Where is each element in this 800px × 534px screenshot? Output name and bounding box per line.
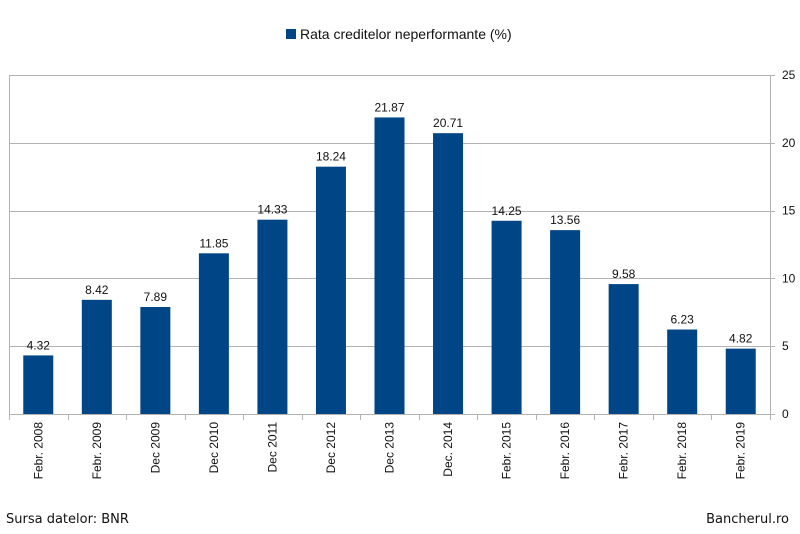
x-tick-label: Febr. 2008 [31, 422, 45, 480]
x-tick-label: Febr. 2009 [90, 422, 104, 480]
brand-label: Bancherul.ro [706, 512, 789, 527]
data-label: 9.58 [612, 267, 636, 281]
x-tick-label: Febr. 2019 [734, 422, 748, 480]
data-label: 14.25 [492, 204, 522, 218]
bar [81, 299, 112, 414]
data-label: 20.71 [433, 116, 463, 130]
data-label: 18.24 [316, 150, 346, 164]
y-tick-label: 25 [782, 68, 796, 82]
bars [23, 117, 756, 414]
bar [667, 329, 698, 414]
bar [491, 220, 522, 414]
y-axis: 0 5 10 15 20 25 [770, 68, 796, 421]
bar [140, 307, 171, 414]
data-label: 11.85 [199, 236, 228, 250]
y-tick-label: 20 [782, 136, 796, 150]
x-tick-label: Febr. 2017 [617, 422, 631, 480]
data-label: 21.87 [374, 100, 404, 114]
bar [257, 219, 288, 414]
y-tick-label: 5 [782, 339, 789, 353]
legend-swatch [286, 29, 296, 39]
x-tick-label: Dec. 2014 [441, 422, 455, 477]
bar [608, 284, 639, 414]
bar [198, 253, 229, 414]
bar [23, 355, 54, 414]
x-tick-label: Dec 2009 [148, 422, 162, 474]
bar [374, 117, 405, 414]
bar [725, 348, 756, 414]
data-label: 4.82 [729, 332, 753, 346]
data-label: 7.89 [144, 290, 168, 304]
x-tick-label: Dec 2012 [324, 422, 338, 474]
x-tick-label: Febr. 2018 [675, 422, 689, 480]
data-label: 8.42 [85, 283, 109, 297]
x-tick-label: Febr. 2015 [500, 422, 514, 480]
legend: Rata creditelor neperformante (%) [286, 26, 512, 42]
data-label: 6.23 [671, 313, 695, 327]
data-label: 14.33 [257, 203, 287, 217]
x-axis: Febr. 2008 Febr. 2009 Dec 2009 Dec 2010 Dec … [31, 422, 747, 480]
data-label: 13.56 [550, 213, 580, 227]
y-tick-label: 10 [782, 271, 796, 285]
y-tick-label: 0 [782, 407, 789, 421]
data-labels: 4.32 8.42 7.89 11.85 14.33 18.24 21.87 20.71 14.… [27, 100, 753, 352]
data-label: 4.32 [27, 338, 51, 352]
x-tick-label: Dec 2010 [207, 422, 221, 474]
x-tick-label: Febr. 2016 [558, 422, 572, 480]
source-note: Sursa datelor: BNR [6, 512, 129, 527]
y-tick-label: 15 [782, 204, 796, 218]
bar [550, 230, 581, 414]
bar [433, 133, 464, 414]
x-tick-label: Dec 2011 [265, 422, 279, 473]
legend-label: Rata creditelor neperformante (%) [300, 26, 512, 42]
bar [315, 166, 346, 414]
x-tick-label: Dec 2013 [383, 422, 397, 474]
